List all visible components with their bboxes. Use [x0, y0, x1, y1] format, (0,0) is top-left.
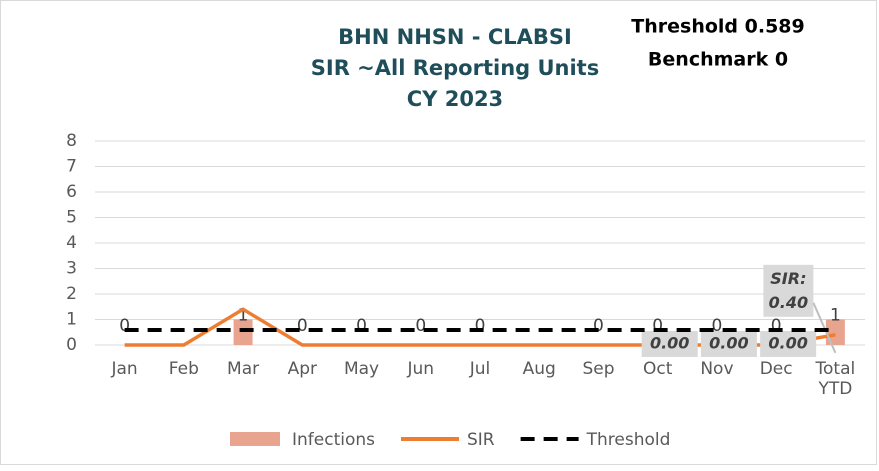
- data-label-box: [760, 331, 817, 357]
- x-tick-label: Jun: [406, 359, 434, 379]
- x-tick-label: Nov: [700, 359, 733, 379]
- x-tick-label: Mar: [227, 359, 259, 379]
- chart-title: CY 2023: [407, 87, 503, 111]
- data-label: 0.00: [768, 334, 807, 353]
- data-label-box: [641, 331, 698, 357]
- data-label: 0: [593, 316, 604, 336]
- legend-label: Threshold: [586, 430, 671, 450]
- data-label: 0: [652, 316, 663, 336]
- data-label: 0.00: [650, 334, 689, 353]
- bar: [233, 319, 253, 345]
- data-label: 0: [415, 316, 426, 336]
- chart-title: BHN NHSN - CLABSI: [338, 25, 572, 49]
- data-label: 0: [356, 316, 367, 336]
- data-label: 0.00: [709, 334, 748, 353]
- data-label: 0: [712, 316, 723, 336]
- data-label: 0: [297, 316, 308, 336]
- data-label-box: [763, 264, 814, 317]
- legend-label: SIR: [467, 430, 495, 450]
- annotation: Benchmark 0: [648, 49, 788, 71]
- data-label: 1: [238, 306, 249, 326]
- annotation: Threshold 0.589: [631, 16, 804, 38]
- bar: [825, 319, 845, 345]
- y-tick-label: 1: [66, 310, 77, 330]
- x-tick-label: Oct: [643, 359, 673, 379]
- x-tick-label: Feb: [169, 359, 199, 379]
- x-tick-label: Apr: [288, 359, 317, 379]
- data-label: SIR: 0.40: [769, 268, 808, 311]
- x-tick-label: Aug: [523, 359, 556, 379]
- data-label: 0: [119, 316, 130, 336]
- y-tick-label: 7: [66, 157, 77, 177]
- leader-line: [812, 302, 837, 354]
- x-tick-label: Total YTD: [815, 359, 856, 399]
- data-label: 0: [475, 316, 486, 336]
- chart-title: SIR ~All Reporting Units: [311, 56, 599, 80]
- x-tick-label: Jul: [469, 359, 491, 379]
- y-tick-label: 3: [66, 259, 77, 279]
- legend-label: Infections: [292, 430, 375, 450]
- y-tick-label: 5: [66, 208, 77, 228]
- x-tick-label: May: [344, 359, 379, 379]
- y-tick-label: 2: [66, 284, 77, 304]
- x-tick-label: Jan: [111, 359, 138, 379]
- legend-swatch: [230, 432, 280, 446]
- data-label-box: [700, 331, 757, 357]
- y-tick-label: 8: [66, 131, 77, 151]
- data-label: 0: [771, 316, 782, 336]
- y-tick-label: 0: [66, 335, 77, 355]
- x-tick-label: Sep: [582, 359, 614, 379]
- y-tick-label: 4: [66, 233, 77, 253]
- x-tick-label: Dec: [760, 359, 793, 379]
- y-tick-label: 6: [66, 182, 77, 202]
- data-label: 1: [830, 306, 841, 326]
